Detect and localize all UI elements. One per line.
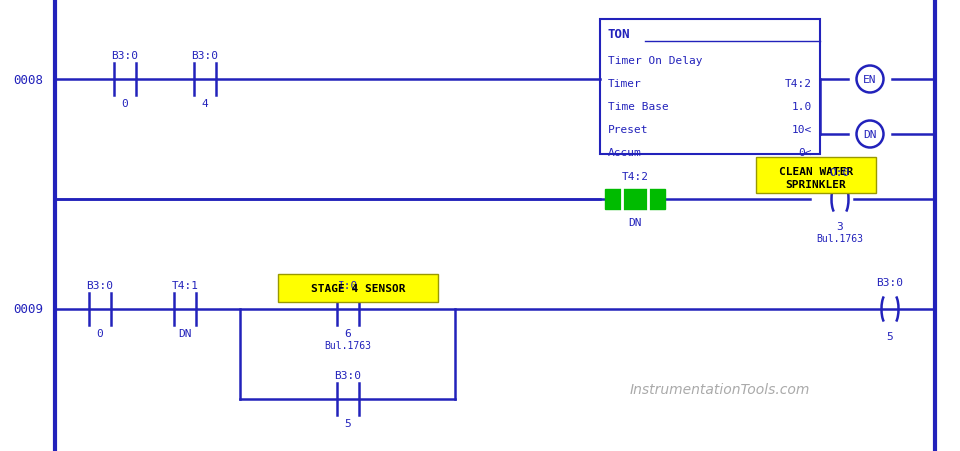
Text: DN: DN [628,217,641,227]
Text: TON: TON [608,28,631,41]
Text: 0: 0 [97,328,104,338]
Text: 5: 5 [345,418,351,428]
Text: B3:0: B3:0 [111,51,138,61]
Text: I:0: I:0 [338,281,358,290]
Text: 1.0: 1.0 [792,102,812,112]
Text: T4:2: T4:2 [785,79,812,89]
Bar [278,274,438,302]
Text: B3:0: B3:0 [876,277,903,287]
Text: Bul.1763: Bul.1763 [324,340,372,350]
Text: Accum: Accum [608,147,641,158]
Text: T4:1: T4:1 [172,281,199,290]
Text: 0<: 0< [799,147,812,158]
Text: B3:0: B3:0 [334,370,362,380]
Text: Bul.1763: Bul.1763 [817,234,863,244]
Text: Time Base: Time Base [608,102,669,112]
Text: 5: 5 [887,331,894,341]
Text: SPRINKLER: SPRINKLER [785,179,847,189]
Text: 0: 0 [122,99,129,109]
Bar [600,20,820,155]
Bar [756,158,876,193]
Text: STAGE 4 SENSOR: STAGE 4 SENSOR [311,283,405,293]
Text: EN: EN [863,75,876,85]
Text: Timer On Delay: Timer On Delay [608,56,703,66]
Text: CLEAN WATER: CLEAN WATER [779,166,853,177]
Text: InstrumentationTools.com: InstrumentationTools.com [630,382,810,396]
Text: 3: 3 [836,221,844,231]
Text: 0009: 0009 [13,303,43,316]
Text: Timer: Timer [608,79,641,89]
Text: DN: DN [863,130,876,140]
Text: T4:2: T4:2 [621,172,649,182]
Text: O:0: O:0 [829,168,851,178]
Text: 0008: 0008 [13,74,43,86]
Bar [605,189,665,210]
Text: Preset: Preset [608,125,649,135]
Text: B3:0: B3:0 [191,51,219,61]
Text: 6: 6 [345,328,351,338]
Text: DN: DN [179,328,192,338]
Text: 4: 4 [202,99,208,109]
Text: B3:0: B3:0 [86,281,113,290]
Text: 10<: 10< [792,125,812,135]
